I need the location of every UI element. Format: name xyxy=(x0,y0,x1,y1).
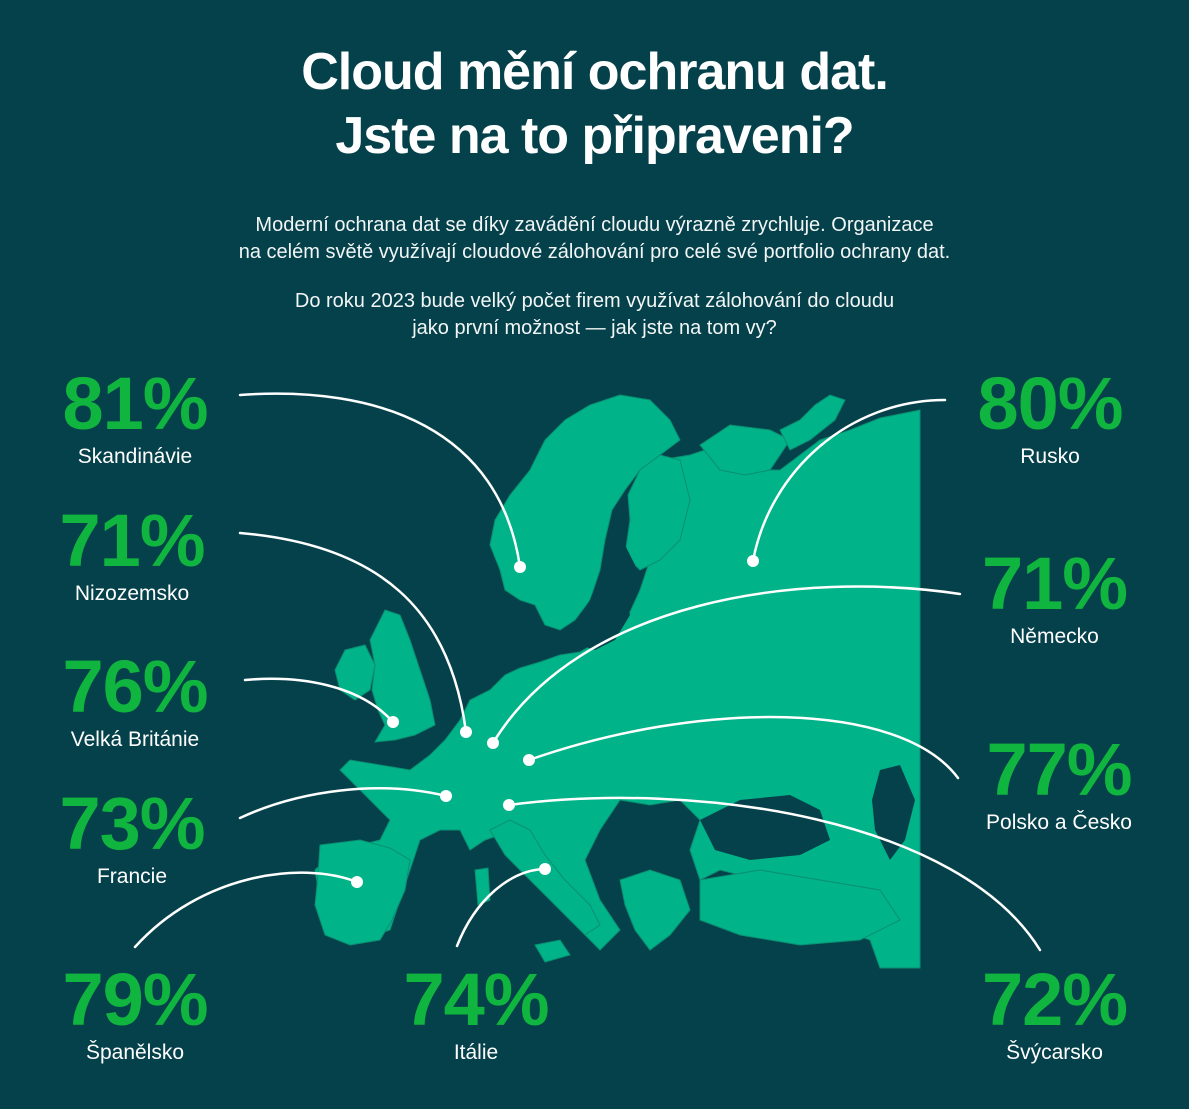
stat-nemecko: 71% Německo xyxy=(962,546,1147,650)
connector-svycarsko xyxy=(507,796,1042,952)
stat-label: Německo xyxy=(1010,625,1099,648)
stat-label: Itálie xyxy=(453,1041,499,1064)
page-title: Cloud mění ochranu dat. Jste na to připr… xyxy=(0,40,1189,168)
intro-p2-line-2: jako první možnost — jak jste na tom vy? xyxy=(412,317,777,339)
connector-spanelsko xyxy=(133,871,359,949)
stat-value: 81% xyxy=(62,362,208,445)
dot-nizozemsko xyxy=(460,726,472,738)
connector-lines xyxy=(133,392,1042,952)
stat-italie: 74% Itálie xyxy=(386,962,566,1066)
stat-label: Francie xyxy=(96,865,168,888)
stat-spanelsko: 79% Španělsko xyxy=(45,962,225,1066)
black-sea-shape xyxy=(700,795,830,860)
dot-skandinavie xyxy=(514,561,526,573)
dot-francie xyxy=(440,790,452,802)
stat-label: Rusko xyxy=(1020,445,1080,468)
great-britain-shape xyxy=(369,609,436,743)
stat-value: 79% xyxy=(62,958,208,1041)
title-line-2: Jste na to připraveni? xyxy=(335,107,854,165)
stat-value: 77% xyxy=(986,728,1132,811)
stat-value: 71% xyxy=(981,542,1128,625)
stat-svycarsko: 72% Švýcarsko xyxy=(962,962,1147,1066)
italy-shape xyxy=(489,819,601,936)
stat-velka-britanie: 76% Velká Británie xyxy=(45,649,225,753)
dot-rusko xyxy=(747,555,759,567)
stat-value: 80% xyxy=(977,362,1123,445)
sardinia-shape xyxy=(474,867,491,906)
stat-label: Polsko a Česko xyxy=(986,811,1132,834)
stat-label: Nizozemsko xyxy=(74,582,190,605)
intro-p1-line-1: Moderní ochrana dat se díky zavádění clo… xyxy=(255,214,934,236)
intro-paragraph-1: Moderní ochrana dat se díky zavádění clo… xyxy=(0,212,1189,266)
stat-value: 71% xyxy=(59,499,205,582)
dot-velka-britanie xyxy=(387,716,399,728)
title-line-1: Cloud mění ochranu dat. xyxy=(301,43,889,101)
kola-shape xyxy=(699,424,791,476)
stat-nizozemsko: 71% Nizozemsko xyxy=(42,503,222,607)
ireland-shape xyxy=(334,644,376,701)
stat-rusko: 80% Rusko xyxy=(955,366,1145,470)
connector-nemecko xyxy=(491,585,962,745)
connector-skandinavie xyxy=(238,392,522,569)
greece-shape xyxy=(619,869,691,951)
europe-landmass xyxy=(314,394,921,969)
novaya-zemlya-shape xyxy=(779,394,846,451)
connector-nizozemsko xyxy=(238,531,468,734)
intro-p1-line-2: na celém světě využívají cloudové záloho… xyxy=(238,241,951,263)
turkey-shape xyxy=(699,869,901,946)
caspian-sea-shape xyxy=(872,765,915,860)
stat-value: 72% xyxy=(981,958,1128,1041)
stat-value: 74% xyxy=(403,958,549,1041)
iberia-shape xyxy=(314,839,411,946)
dot-svycarsko xyxy=(503,799,515,811)
connector-rusko xyxy=(751,398,947,563)
stat-polsko-cesko: 77% Polsko a Česko xyxy=(964,732,1154,836)
location-dots xyxy=(351,555,759,888)
finland-shape xyxy=(624,454,691,571)
stat-francie: 73% Francie xyxy=(42,786,222,890)
connector-francie xyxy=(238,787,448,820)
dot-nemecko xyxy=(487,737,499,749)
intro-paragraph-2: Do roku 2023 bude velký počet firem využ… xyxy=(0,288,1189,342)
dot-spanelsko xyxy=(351,876,363,888)
stat-label: Švýcarsko xyxy=(1006,1041,1103,1064)
stat-value: 73% xyxy=(59,782,205,865)
stat-label: Skandinávie xyxy=(77,445,193,468)
stat-label: Velká Británie xyxy=(70,728,200,751)
sicily-shape xyxy=(534,939,571,963)
connector-italie xyxy=(455,867,547,948)
stat-label: Španělsko xyxy=(85,1041,185,1064)
intro-p2-line-1: Do roku 2023 bude velký počet firem využ… xyxy=(294,290,895,312)
dot-italie xyxy=(539,863,551,875)
baltic-sea-shape xyxy=(575,545,635,650)
connector-velka-britanie xyxy=(243,677,395,724)
dot-polsko-cesko xyxy=(523,754,535,766)
stat-value: 76% xyxy=(62,645,208,728)
connector-polsko-cesko xyxy=(527,715,960,780)
stat-skandinavie: 81% Skandinávie xyxy=(45,366,225,470)
